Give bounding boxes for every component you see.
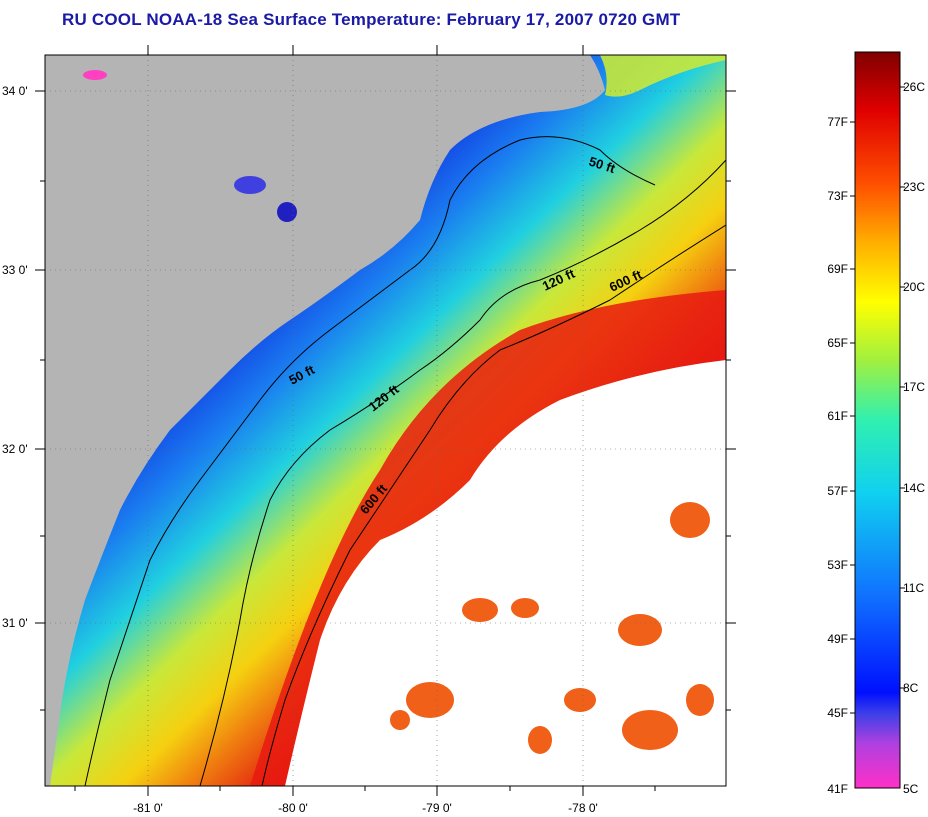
contour-50ft [84, 136, 656, 786]
lat-label-33: 33 0' [2, 263, 28, 277]
colorbar [854, 51, 901, 789]
colorbar-c-11: 11C [903, 581, 924, 595]
inland-lake [83, 70, 107, 80]
map-frame [44, 54, 727, 787]
colorbar-f-69: 69F [827, 262, 848, 276]
lat-label-32: 32 0' [2, 442, 28, 456]
lon-label-79: -79 0' [422, 801, 452, 815]
contour-120ft [199, 159, 726, 786]
colorbar-f-65: 65F [827, 336, 848, 350]
inland-lake [277, 202, 297, 222]
contour-600ft [261, 224, 726, 786]
map-content [45, 55, 726, 786]
colorbar-f-53: 53F [827, 558, 848, 572]
lat-label-31: 31 0' [2, 616, 28, 630]
nearshore-north [600, 55, 726, 97]
inland-lake [234, 176, 266, 194]
colorbar-f-41: 41F [827, 782, 848, 796]
lon-label-78: -78 0' [568, 801, 598, 815]
colorbar-c-23: 23C [903, 180, 925, 194]
lon-label-80: -80 0' [278, 801, 308, 815]
cloud-mask [285, 360, 726, 786]
lat-label-34: 34 0' [2, 84, 28, 98]
warm-patches [390, 502, 714, 754]
lat-lon-grid [45, 55, 726, 786]
axis-ticks [35, 45, 736, 796]
colorbar-ticks [850, 86, 905, 714]
colorbar-c-14: 14C [903, 481, 925, 495]
colorbar-c-26: 26C [903, 80, 925, 94]
colorbar-c-17: 17C [903, 380, 925, 394]
colorbar-f-57: 57F [827, 484, 848, 498]
colorbar-f-73: 73F [827, 189, 848, 203]
colorbar-f-49: 49F [827, 632, 848, 646]
map-title: RU COOL NOAA-18 Sea Surface Temperature:… [62, 10, 681, 29]
colorbar-c-20: 20C [903, 280, 925, 294]
bathymetry-contours [84, 136, 726, 786]
lon-label-81: -81 0' [133, 801, 163, 815]
colorbar-f-77: 77F [827, 115, 848, 129]
colorbar-c-5: 5C [903, 782, 919, 796]
colorbar-c-8: 8C [903, 681, 919, 695]
colorbar-f-61: 61F [827, 409, 848, 423]
land-mass [45, 55, 605, 786]
colorbar-f-45: 45F [827, 706, 848, 720]
